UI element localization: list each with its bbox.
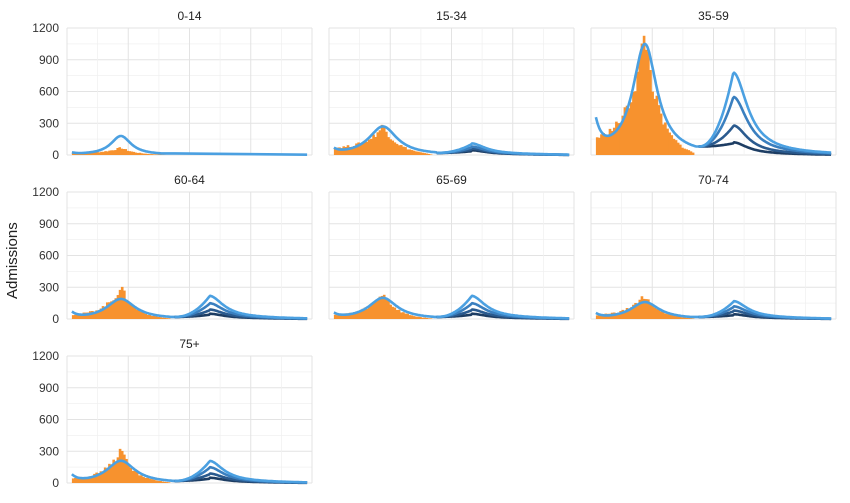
- y-tick-label: 300: [39, 444, 59, 458]
- y-axis-label: Admissions: [4, 222, 21, 299]
- y-tick-label: 1200: [32, 349, 59, 363]
- panel-65-69: 65-69: [329, 173, 574, 319]
- y-tick-label: 0: [52, 312, 59, 326]
- y-tick-label: 300: [39, 116, 59, 130]
- panel-35-59: 35-59: [591, 9, 836, 155]
- observed-bar: [168, 318, 171, 319]
- panel-75+: 75+ 0 300 600 900 1200: [32, 337, 312, 490]
- y-tick-label: 1200: [32, 185, 59, 199]
- panel-title: 0-14: [177, 9, 201, 23]
- panel-title: 60-64: [174, 173, 205, 187]
- observed-bar: [430, 318, 433, 319]
- y-tick-label: 1200: [32, 21, 59, 35]
- y-tick-label: 0: [52, 148, 59, 162]
- y-tick-label: 900: [39, 217, 59, 231]
- y-tick-label: 600: [39, 413, 59, 427]
- observed-bar: [430, 154, 433, 155]
- panel-70-74: 70-74: [591, 173, 836, 319]
- panel-title: 75+: [179, 337, 199, 351]
- y-tick-label: 600: [39, 85, 59, 99]
- y-tick-label: 600: [39, 249, 59, 263]
- y-tick-label: 300: [39, 280, 59, 294]
- panel-title: 15-34: [436, 9, 467, 23]
- panel-title: 65-69: [436, 173, 467, 187]
- panel-0-14: 0-14 0 300 600 900 1200: [32, 9, 312, 162]
- y-tick-label: 900: [39, 53, 59, 67]
- observed-bar: [168, 482, 171, 483]
- observed-bar: [692, 153, 695, 155]
- panel-title: 35-59: [698, 9, 729, 23]
- y-tick-label: 900: [39, 381, 59, 395]
- panel-15-34: 15-34: [329, 9, 574, 155]
- panel-title: 70-74: [698, 173, 729, 187]
- y-tick-label: 0: [52, 476, 59, 490]
- panel-60-64: 60-64 0 300 600 900 1200: [32, 173, 312, 326]
